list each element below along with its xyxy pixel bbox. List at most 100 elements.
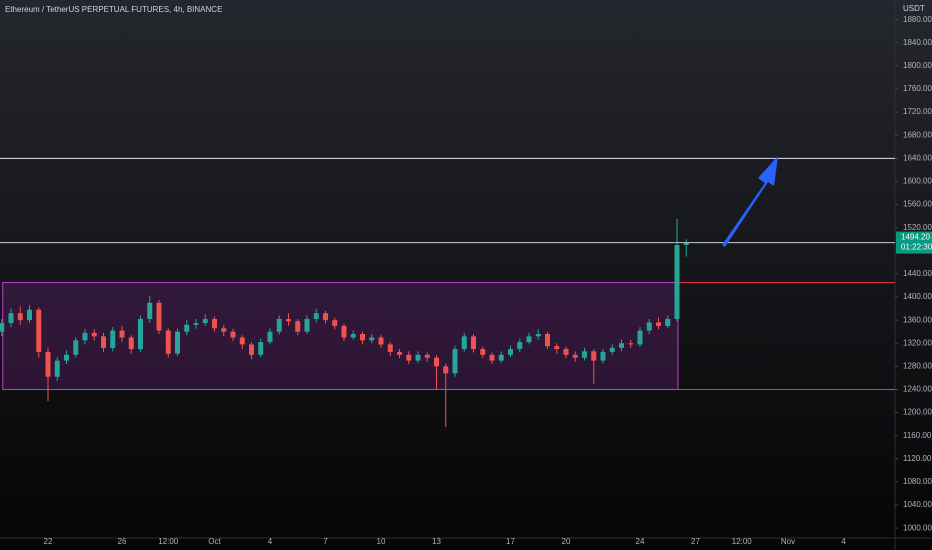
candle-body <box>17 313 23 321</box>
candle-body <box>341 325 347 338</box>
candle-body <box>36 309 42 352</box>
y-tick-label: 1840.00 <box>903 38 932 47</box>
candle-body <box>175 331 180 354</box>
plot <box>0 157 895 428</box>
candle-body <box>73 340 79 355</box>
candle-body <box>535 334 541 337</box>
y-tick-label: 1640.00 <box>903 153 932 162</box>
candle-body <box>683 242 689 246</box>
candle-body <box>119 330 125 338</box>
y-tick-label: 1560.00 <box>903 200 932 209</box>
candle-body <box>276 318 282 332</box>
x-tick-label: 4 <box>841 537 846 546</box>
candle-body <box>591 351 597 361</box>
candle-body <box>406 354 412 361</box>
last-price-label: 1494.20 <box>901 233 930 242</box>
x-tick-label: Oct <box>208 537 221 546</box>
candle-body <box>8 313 14 324</box>
chart-title: Ethereum / TetherUS PERPETUAL FUTURES, 4… <box>5 5 222 14</box>
candle-body <box>498 354 504 361</box>
candle-body <box>230 331 236 338</box>
candle-body <box>609 347 615 352</box>
y-tick-label: 1720.00 <box>903 107 932 116</box>
y-tick-label: 1760.00 <box>903 84 932 93</box>
y-tick-label: 1400.00 <box>903 292 932 301</box>
candle-body <box>489 354 495 361</box>
candle-body <box>184 324 190 332</box>
y-tick-label: 1360.00 <box>903 315 932 324</box>
candle-body <box>82 332 88 341</box>
candle-body <box>91 332 97 337</box>
x-tick-label: 24 <box>636 537 645 546</box>
last-price-box <box>896 231 932 254</box>
candle-body <box>387 344 393 352</box>
candle-body <box>461 336 467 350</box>
candle-body <box>286 318 291 322</box>
candle-body <box>452 349 458 374</box>
candle-body <box>397 351 402 355</box>
x-tick-label: 20 <box>562 537 571 546</box>
candle-body <box>258 342 264 355</box>
candle-body <box>27 309 32 321</box>
candle-body <box>295 321 301 332</box>
y-tick-label: 1680.00 <box>903 130 932 139</box>
candle-body <box>434 357 439 367</box>
x-tick-label: 12:00 <box>732 537 753 546</box>
candle-body <box>600 351 606 361</box>
y-tick-label: 1800.00 <box>903 61 932 70</box>
candle-body <box>665 318 671 326</box>
candle-body <box>508 349 513 355</box>
candle-body <box>313 313 319 319</box>
candle-body <box>517 342 523 350</box>
candle-body <box>239 337 245 345</box>
candle-body <box>471 336 476 350</box>
candle-body <box>323 313 328 321</box>
candle-body <box>526 336 532 343</box>
x-tick-label: Nov <box>781 537 795 546</box>
y-tick-label: 1160.00 <box>903 431 932 440</box>
x-tick-label: 4 <box>268 537 273 546</box>
y-tick-label: 1240.00 <box>903 385 932 394</box>
candle-body <box>202 318 208 324</box>
candle-body <box>369 337 375 341</box>
candle-body <box>674 245 680 319</box>
y-tick-label: 1000.00 <box>903 523 932 532</box>
candle-body <box>415 354 421 361</box>
candle-body <box>424 354 430 358</box>
candle-body <box>267 331 273 343</box>
candle-body <box>619 343 624 348</box>
y-tick-label: 1320.00 <box>903 338 932 347</box>
y-tick-label: 1600.00 <box>903 177 932 186</box>
candle-body <box>378 337 384 345</box>
candle-body <box>480 349 486 355</box>
x-tick-label: 10 <box>377 537 386 546</box>
candle-body <box>572 354 578 358</box>
y-tick-label: 1880.00 <box>903 15 932 24</box>
candle-body <box>249 344 254 355</box>
candle-body <box>193 323 199 325</box>
candle-body <box>304 318 310 332</box>
x-tick-label: 17 <box>506 537 515 546</box>
candle-body <box>45 351 51 377</box>
candle-body <box>443 366 449 374</box>
candle-body <box>110 330 116 348</box>
candle-body <box>350 334 356 338</box>
candle-body <box>212 318 217 329</box>
candle-body <box>147 302 153 319</box>
candle-body <box>221 328 227 332</box>
y-tick-label: 1280.00 <box>903 361 932 370</box>
candle-body <box>545 334 550 347</box>
candle-body <box>54 360 60 377</box>
candle-body <box>582 351 587 358</box>
candle-body <box>646 322 652 331</box>
candle-body <box>563 349 569 355</box>
candle-body <box>156 302 162 331</box>
candle-body <box>138 318 143 350</box>
candle-body <box>628 343 634 345</box>
y-tick-label: 1080.00 <box>903 477 932 486</box>
y-tick-label: 1520.00 <box>903 223 932 232</box>
candle-body <box>637 330 643 345</box>
candle-body <box>64 354 69 361</box>
candle-body <box>128 337 134 350</box>
